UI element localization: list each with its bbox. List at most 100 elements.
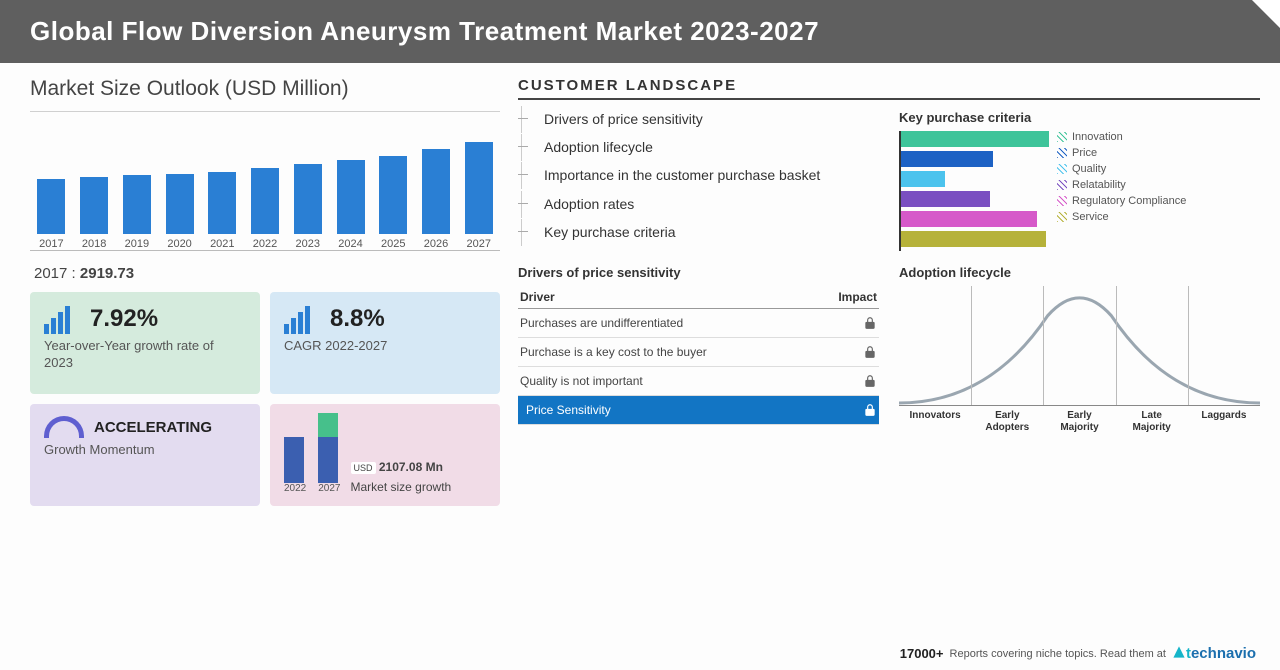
main-content: Market Size Outlook (USD Million) 201720… bbox=[0, 63, 1280, 522]
tile-growth: 2022 2027 USD 2107.08 Mn Market size gro… bbox=[270, 404, 500, 506]
bar bbox=[465, 142, 493, 234]
growth-year-1: 2027 bbox=[318, 483, 340, 494]
tile-row-2: ACCELERATING Growth Momentum 2022 2027 U… bbox=[30, 404, 500, 506]
driver-text: Purchase is a key cost to the buyer bbox=[520, 345, 707, 359]
drivers-panel: Drivers of price sensitivity Driver Impa… bbox=[518, 265, 879, 434]
driver-text: Price Sensitivity bbox=[526, 403, 611, 417]
bar bbox=[337, 160, 365, 234]
driver-row[interactable]: Purchases are undifferentiated bbox=[518, 309, 879, 338]
callout-value: 2919.73 bbox=[80, 265, 134, 282]
adoption-title: Adoption lifecycle bbox=[899, 265, 1260, 280]
kpc-hbar bbox=[901, 171, 945, 187]
legend-swatch bbox=[1057, 132, 1067, 142]
growth-usd-value: 2107.08 Mn bbox=[379, 460, 443, 474]
footer: 17000+ Reports covering niche topics. Re… bbox=[900, 645, 1256, 662]
bar-year-label: 2026 bbox=[419, 238, 454, 250]
bar-year-label: 2022 bbox=[248, 238, 283, 250]
customer-sub-row: Drivers of price sensitivity Driver Impa… bbox=[518, 265, 1260, 434]
legend-label: Service bbox=[1072, 211, 1109, 223]
customer-bullet: Adoption lifecycle bbox=[518, 138, 879, 156]
lock-icon bbox=[863, 374, 877, 388]
customer-bullet: Key purchase criteria bbox=[518, 223, 879, 241]
driver-text: Quality is not important bbox=[520, 374, 643, 388]
left-column: Market Size Outlook (USD Million) 201720… bbox=[30, 77, 500, 516]
bar-col bbox=[119, 175, 154, 234]
adoption-labels: InnovatorsEarlyAdoptersEarlyMajorityLate… bbox=[899, 406, 1260, 434]
legend-swatch bbox=[1057, 180, 1067, 190]
tick-icon bbox=[518, 138, 536, 147]
legend-item: Price bbox=[1057, 147, 1186, 159]
customer-bullets: Drivers of price sensitivity Adoption lif… bbox=[518, 110, 879, 251]
bell-curve-icon bbox=[899, 286, 1260, 405]
footer-count: 17000+ bbox=[900, 646, 944, 661]
legend-swatch bbox=[1057, 196, 1067, 206]
bar-col bbox=[34, 179, 69, 234]
usd-chip: USD bbox=[351, 462, 376, 474]
kpc-legend: InnovationPriceQualityRelatabilityRegula… bbox=[1057, 131, 1186, 251]
kpc-title: Key purchase criteria bbox=[899, 110, 1260, 125]
tile-yoy: 7.92% Year-over-Year growth rate of 2023 bbox=[30, 292, 260, 394]
legend-label: Quality bbox=[1072, 163, 1106, 175]
header-bar: Global Flow Diversion Aneurysm Treatment… bbox=[0, 0, 1280, 63]
driver-row[interactable]: Price Sensitivity bbox=[518, 396, 879, 425]
adoption-stage-label: EarlyAdopters bbox=[971, 406, 1043, 434]
bar-col bbox=[205, 172, 240, 234]
bullet-text: Adoption lifecycle bbox=[544, 138, 653, 156]
drivers-table-body: Purchases are undifferentiated Purchase i… bbox=[518, 309, 879, 425]
adoption-stage-label: Innovators bbox=[899, 406, 971, 434]
growth-mini-bars: 2022 2027 bbox=[284, 420, 341, 494]
lock-icon bbox=[863, 345, 877, 359]
drivers-head-driver: Driver bbox=[520, 290, 555, 304]
drivers-table-head: Driver Impact bbox=[518, 286, 879, 309]
momentum-value: ACCELERATING bbox=[94, 419, 212, 436]
bar-year-label: 2021 bbox=[205, 238, 240, 250]
momentum-label: Growth Momentum bbox=[44, 442, 246, 459]
yoy-label: Year-over-Year growth rate of 2023 bbox=[44, 338, 246, 372]
bullet-text: Adoption rates bbox=[544, 195, 634, 213]
kpc-hbar bbox=[901, 151, 993, 167]
customer-bullet: Importance in the customer purchase bask… bbox=[518, 166, 879, 184]
legend-label: Price bbox=[1072, 147, 1097, 159]
chart-baseline bbox=[30, 250, 500, 251]
bar-year-label: 2020 bbox=[162, 238, 197, 250]
bar-year-label: 2023 bbox=[290, 238, 325, 250]
logo-mark-icon bbox=[1172, 645, 1186, 659]
bullet-text: Key purchase criteria bbox=[544, 223, 676, 241]
bar bbox=[166, 174, 194, 234]
bar-year-label: 2027 bbox=[461, 238, 496, 250]
bar-col bbox=[461, 142, 496, 234]
gauge-icon bbox=[44, 416, 84, 438]
kpc-hbar bbox=[901, 231, 1046, 247]
kpc-hbar bbox=[901, 211, 1037, 227]
bar bbox=[123, 175, 151, 234]
bar bbox=[37, 179, 65, 234]
legend-item: Service bbox=[1057, 211, 1186, 223]
driver-row[interactable]: Quality is not important bbox=[518, 367, 879, 396]
market-size-bar-chart bbox=[30, 124, 500, 234]
adoption-stage-label: Laggards bbox=[1188, 406, 1260, 434]
legend-swatch bbox=[1057, 164, 1067, 174]
growth-side: USD 2107.08 Mn Market size growth bbox=[351, 460, 452, 494]
bar bbox=[379, 156, 407, 234]
bar-year-label: 2018 bbox=[77, 238, 112, 250]
adoption-stage-label: EarlyMajority bbox=[1043, 406, 1115, 434]
tile-row-1: 7.92% Year-over-Year growth rate of 2023… bbox=[30, 292, 500, 394]
bar-year-label: 2024 bbox=[333, 238, 368, 250]
bullet-text: Importance in the customer purchase bask… bbox=[544, 166, 820, 184]
adoption-stage-label: LateMajority bbox=[1116, 406, 1188, 434]
cagr-value: 8.8% bbox=[330, 305, 385, 333]
bar-col bbox=[419, 149, 454, 234]
right-column: CUSTOMER LANDSCAPE Drivers of price sens… bbox=[518, 77, 1260, 516]
bar-col bbox=[248, 168, 283, 234]
callout-year: 2017 : bbox=[34, 265, 76, 282]
kpc-hbar bbox=[901, 191, 990, 207]
bar bbox=[80, 177, 108, 234]
driver-row[interactable]: Purchase is a key cost to the buyer bbox=[518, 338, 879, 367]
bullet-text: Drivers of price sensitivity bbox=[544, 110, 703, 128]
adoption-chart bbox=[899, 286, 1260, 406]
lock-icon bbox=[863, 316, 877, 330]
tile-momentum: ACCELERATING Growth Momentum bbox=[30, 404, 260, 506]
legend-swatch bbox=[1057, 148, 1067, 158]
cagr-label: CAGR 2022-2027 bbox=[284, 338, 486, 355]
drivers-title: Drivers of price sensitivity bbox=[518, 265, 879, 280]
